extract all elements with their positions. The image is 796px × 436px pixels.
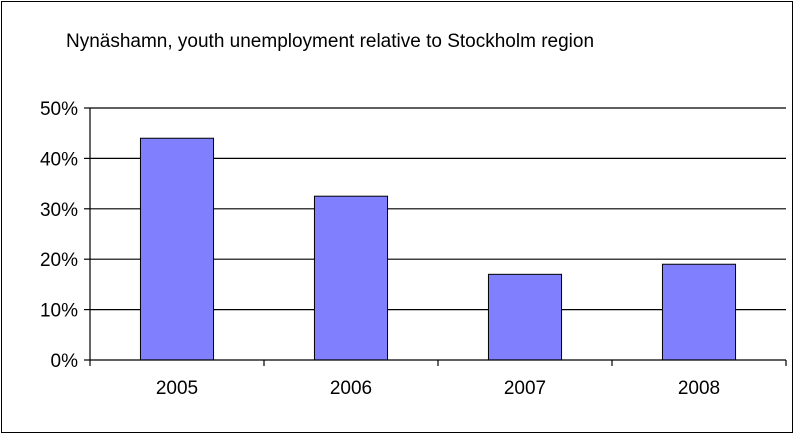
y-tick-label-1: 10%: [40, 301, 78, 322]
x-tick-label-2006: 2006: [330, 378, 372, 399]
bar-2007: [487, 273, 563, 361]
y-tick-label-5: 50%: [40, 99, 78, 120]
x-tick-label-2005: 2005: [156, 378, 198, 399]
x-tick-label-2007: 2007: [504, 378, 546, 399]
bar-2005: [139, 137, 215, 361]
x-tick-label-2008: 2008: [678, 378, 720, 399]
bar-2008: [661, 263, 737, 361]
y-tick-labels: 0% 10% 20% 30% 40% 50%: [40, 99, 78, 372]
x-tick-labels: 2005 2006 2007 2008: [156, 378, 720, 399]
axes: [84, 107, 787, 366]
y-tick-label-2: 20%: [40, 250, 78, 271]
y-tick-label-4: 40%: [40, 149, 78, 170]
y-tick-label-3: 30%: [40, 200, 78, 221]
chart-title: Nynäshamn, youth unemployment relative t…: [66, 31, 594, 52]
y-tick-label-0: 0%: [51, 351, 79, 372]
bars: [139, 137, 737, 361]
bar-2006: [313, 195, 389, 361]
